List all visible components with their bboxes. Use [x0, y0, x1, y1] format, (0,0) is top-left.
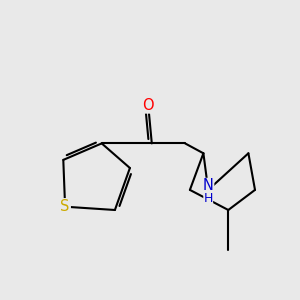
Text: H: H [203, 191, 213, 205]
Text: N: N [203, 178, 214, 194]
Text: O: O [142, 98, 154, 112]
Text: S: S [60, 199, 70, 214]
